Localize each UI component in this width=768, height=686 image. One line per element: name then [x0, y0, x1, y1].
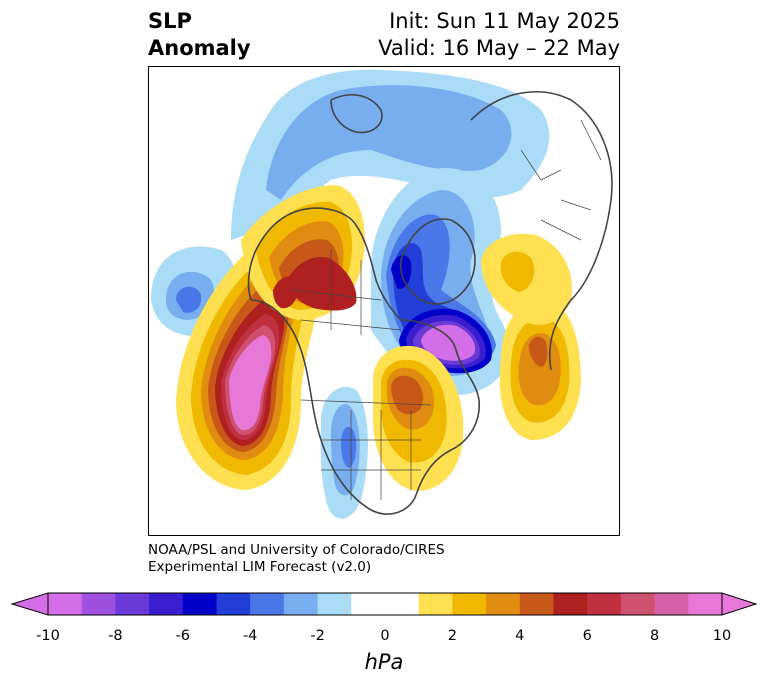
- colorbar-cell: [519, 593, 554, 615]
- greenland-coastline: [399, 218, 476, 305]
- greenland-low-core: [421, 324, 476, 361]
- colorbar-tick-label: -6: [175, 628, 191, 644]
- colorbar-cell: [182, 593, 217, 615]
- map-title: SLP Anomaly: [148, 8, 251, 62]
- colorbar-cell: [688, 593, 723, 615]
- valid-range: Valid: 16 May – 22 May: [378, 36, 620, 60]
- colorbar-cell: [48, 593, 83, 615]
- colorbar-cell: [385, 593, 420, 615]
- colorbar-cell: [452, 593, 487, 615]
- arctic-islands: [330, 94, 383, 134]
- colorbar-cell: [115, 593, 150, 615]
- eurasia-coastline: [470, 91, 613, 371]
- colorbar-cell: [81, 593, 116, 615]
- title-line-2: Anomaly: [148, 36, 251, 60]
- colorbar-tick-label: -10: [36, 628, 60, 644]
- colorbar-cell: [216, 593, 251, 615]
- colorbar-unit: hPa: [364, 650, 404, 674]
- colorbar-tick-label: -8: [108, 628, 123, 644]
- colorbar-cell: [654, 593, 689, 615]
- europe-borders: [520, 119, 602, 241]
- init-date: Init: Sun 11 May 2025: [389, 9, 620, 33]
- credit-line-2: Experimental LIM Forecast (v2.0): [148, 559, 372, 575]
- colorbar-cell: [250, 593, 285, 615]
- colorbar-cell: [587, 593, 622, 615]
- colorbar-tick-label: 10: [712, 628, 732, 644]
- colorbar-cell: [317, 593, 352, 615]
- colorbar-tick-label: 2: [447, 628, 458, 644]
- title-line-1: SLP: [148, 9, 192, 33]
- colorbar-tick-label: 8: [649, 628, 660, 644]
- colorbar-tick-label: -4: [242, 628, 258, 644]
- forecast-dates: Init: Sun 11 May 2025 Valid: 16 May – 22…: [378, 8, 620, 62]
- colorbar-tick-label: -2: [310, 628, 325, 644]
- anomaly-map: [148, 66, 620, 536]
- colorbar-min-extend: [10, 592, 49, 616]
- colorbar-tick-label: 0: [380, 628, 390, 644]
- colorbar-cell: [149, 593, 184, 615]
- ne-pacific-high-core: [229, 335, 272, 431]
- credit-line-1: NOAA/PSL and University of Colorado/CIRE…: [148, 542, 445, 558]
- colorbar-tick-label: 4: [515, 628, 525, 644]
- canada-provinces: [290, 250, 402, 335]
- arctic-low-mid: [266, 85, 512, 200]
- colorbar-cell: [351, 593, 386, 615]
- colorbar-cell: [486, 593, 521, 615]
- colorbar-cell: [418, 593, 453, 615]
- colorbar-cell: [283, 593, 319, 615]
- colorbar: [10, 592, 758, 616]
- colorbar-cell: [553, 593, 588, 615]
- us-state-borders: [300, 399, 432, 500]
- colorbar-max-extend: [721, 592, 758, 616]
- colorbar-cell: [620, 593, 656, 615]
- colorbar-tick-label: 6: [582, 628, 592, 644]
- data-credit: NOAA/PSL and University of Colorado/CIRE…: [148, 542, 445, 576]
